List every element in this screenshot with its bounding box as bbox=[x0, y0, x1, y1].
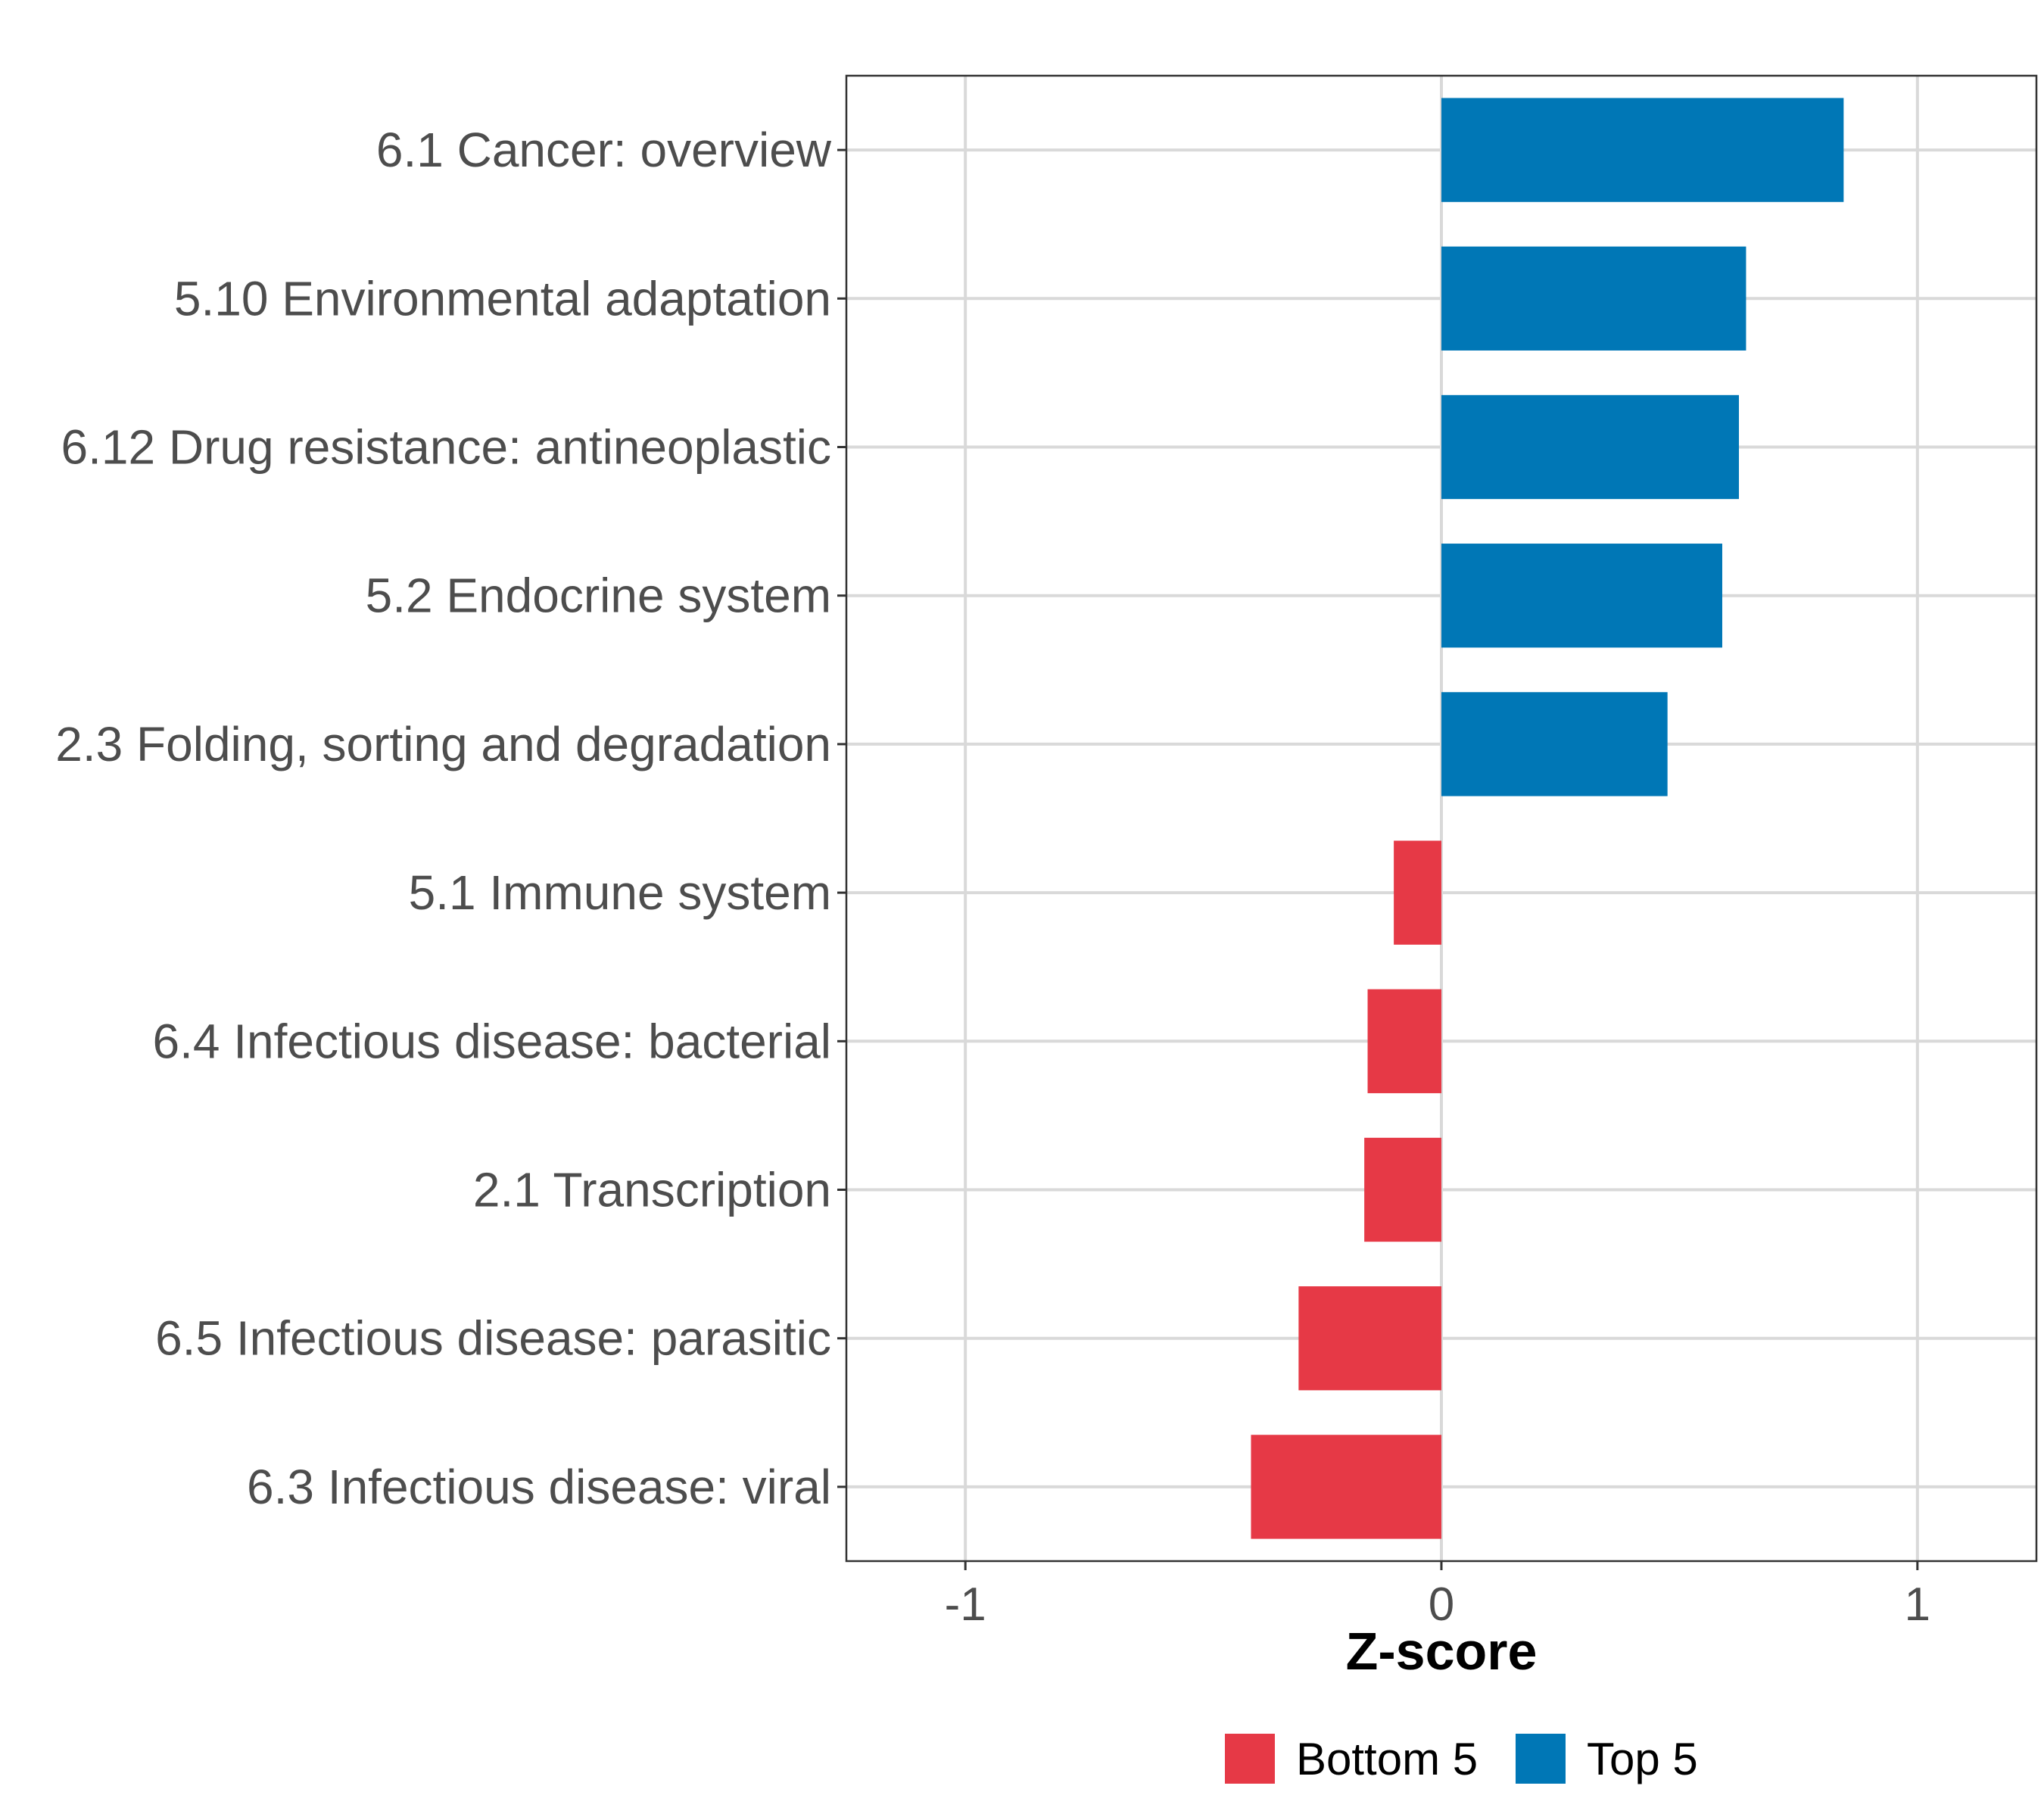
legend-item: Top 5 bbox=[1516, 1734, 1698, 1784]
x-tick-label: 0 bbox=[1429, 1579, 1454, 1631]
bar bbox=[1298, 1286, 1441, 1391]
y-tick-label: 2.3 Folding, sorting and degradation bbox=[55, 717, 831, 771]
y-tick-label: 6.5 Infectious disease: parasitic bbox=[155, 1311, 831, 1366]
bar bbox=[1441, 98, 1844, 202]
y-tick-label: 6.1 Cancer: overview bbox=[376, 123, 832, 177]
y-tick-label: 6.12 Drug resistance: antineoplastic bbox=[61, 420, 831, 475]
bar bbox=[1441, 544, 1722, 648]
y-tick-label: 2.1 Transcription bbox=[473, 1163, 831, 1217]
x-tick-label: -1 bbox=[945, 1579, 986, 1631]
legend-item: Bottom 5 bbox=[1225, 1734, 1478, 1784]
legend: Bottom 5 Top 5 bbox=[1225, 1734, 1698, 1784]
bar bbox=[1367, 989, 1441, 1093]
bar bbox=[1394, 840, 1441, 945]
bars bbox=[1251, 98, 1844, 1539]
bar bbox=[1441, 394, 1739, 500]
legend-swatch bbox=[1516, 1734, 1566, 1784]
bar bbox=[1441, 246, 1746, 351]
bar bbox=[1364, 1137, 1441, 1242]
y-tick-label: 6.3 Infectious disease: viral bbox=[247, 1460, 831, 1514]
x-axis-title: Z-score bbox=[1346, 1622, 1538, 1681]
x-tick-label: 1 bbox=[1905, 1579, 1930, 1631]
y-tick-label: 5.10 Environmental adaptation bbox=[174, 271, 831, 326]
bar bbox=[1251, 1435, 1441, 1539]
bar bbox=[1441, 692, 1668, 796]
x-axis: -1 0 1 bbox=[945, 1561, 1930, 1631]
legend-label: Top 5 bbox=[1587, 1734, 1698, 1784]
legend-label: Bottom 5 bbox=[1296, 1734, 1478, 1784]
y-axis: 6.1 Cancer: overview 5.10 Environmental a… bbox=[55, 123, 846, 1514]
y-tick-label: 5.1 Immune system bbox=[409, 865, 831, 920]
y-tick-label: 5.2 Endocrine system bbox=[366, 569, 831, 623]
y-tick-label: 6.4 Infectious disease: bacterial bbox=[152, 1014, 831, 1068]
legend-swatch bbox=[1225, 1734, 1275, 1784]
